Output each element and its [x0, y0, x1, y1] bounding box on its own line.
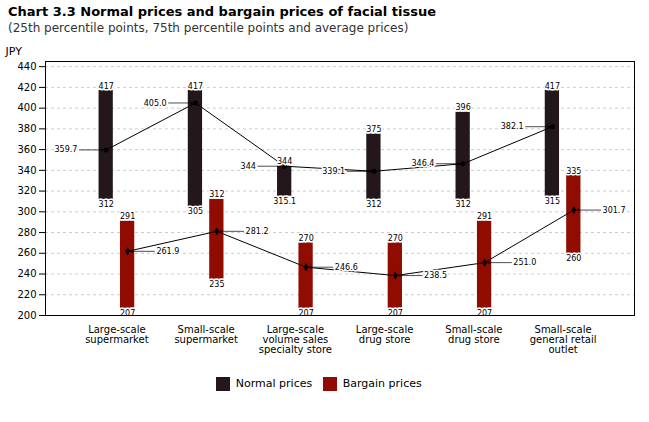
- svg-text:235: 235: [209, 280, 224, 289]
- svg-text:238.5: 238.5: [424, 271, 447, 280]
- svg-text:Small-scalegeneral retailoutle: Small-scalegeneral retailoutlet: [530, 324, 597, 355]
- svg-text:207: 207: [298, 309, 313, 318]
- svg-text:Large-scaledrug store: Large-scaledrug store: [356, 324, 414, 345]
- svg-text:261.9: 261.9: [156, 247, 179, 256]
- svg-text:260: 260: [17, 247, 36, 258]
- svg-text:382.1: 382.1: [501, 122, 524, 131]
- svg-text:Small-scalesupermarket: Small-scalesupermarket: [174, 324, 238, 345]
- html-text:Chart 3.3 Normal prices and ba: Chart 3.3 Normal prices and bargain pric…: [8, 4, 437, 19]
- svg-text:315: 315: [545, 197, 560, 206]
- svg-text:400: 400: [17, 102, 36, 113]
- svg-text:315.1: 315.1: [273, 197, 296, 206]
- svg-text:375: 375: [366, 125, 381, 134]
- svg-text:417: 417: [545, 82, 560, 91]
- svg-text:405.0: 405.0: [144, 99, 167, 108]
- svg-text:420: 420: [17, 82, 36, 93]
- svg-text:207: 207: [477, 309, 492, 318]
- svg-text:335: 335: [566, 167, 581, 176]
- svg-text:291: 291: [477, 212, 492, 221]
- svg-text:440: 440: [17, 61, 36, 72]
- svg-text:417: 417: [188, 82, 203, 91]
- svg-text:301.7: 301.7: [603, 206, 626, 215]
- svg-text:220: 220: [17, 289, 36, 300]
- svg-text:312: 312: [366, 200, 381, 209]
- svg-text:200: 200: [17, 310, 36, 321]
- svg-text:346.4: 346.4: [411, 159, 434, 168]
- svg-text:207: 207: [120, 309, 135, 318]
- svg-text:270: 270: [298, 234, 313, 243]
- svg-text:300: 300: [17, 206, 36, 217]
- svg-text:396: 396: [456, 103, 471, 112]
- svg-text:340: 340: [17, 165, 36, 176]
- html-text:Normal prices: Normal prices: [235, 377, 313, 390]
- svg-text:291: 291: [120, 212, 135, 221]
- svg-text:260: 260: [566, 254, 581, 263]
- svg-text:344: 344: [241, 162, 256, 171]
- svg-text:359.7: 359.7: [55, 145, 78, 154]
- svg-text:360: 360: [17, 144, 36, 155]
- svg-text:246.6: 246.6: [335, 263, 358, 272]
- svg-text:312: 312: [99, 200, 114, 209]
- svg-text:417: 417: [99, 82, 114, 91]
- svg-text:305: 305: [188, 207, 203, 216]
- svg-text:320: 320: [17, 185, 36, 196]
- svg-text:380: 380: [17, 123, 36, 134]
- svg-text:280: 280: [17, 227, 36, 238]
- svg-text:281.2: 281.2: [246, 227, 269, 236]
- svg-text:312: 312: [209, 190, 224, 199]
- svg-text:Large-scalevolume salesspecial: Large-scalevolume salesspecialty store: [259, 324, 332, 355]
- svg-text:251.0: 251.0: [513, 258, 536, 267]
- svg-text:207: 207: [388, 309, 403, 318]
- svg-text:JPY: JPY: [5, 45, 23, 58]
- svg-text:270: 270: [388, 234, 403, 243]
- svg-text:Large-scalesupermarket: Large-scalesupermarket: [85, 324, 149, 345]
- svg-text:312: 312: [456, 200, 471, 209]
- svg-text:240: 240: [17, 268, 36, 279]
- html-text:(25th percentile points, 75th: (25th percentile points, 75th percentile…: [8, 21, 409, 35]
- svg-text:Small-scaledrug store: Small-scaledrug store: [445, 324, 502, 345]
- svg-text:339.1: 339.1: [322, 167, 345, 176]
- svg-text:344: 344: [277, 157, 292, 166]
- html-text:Bargain prices: Bargain prices: [342, 377, 422, 390]
